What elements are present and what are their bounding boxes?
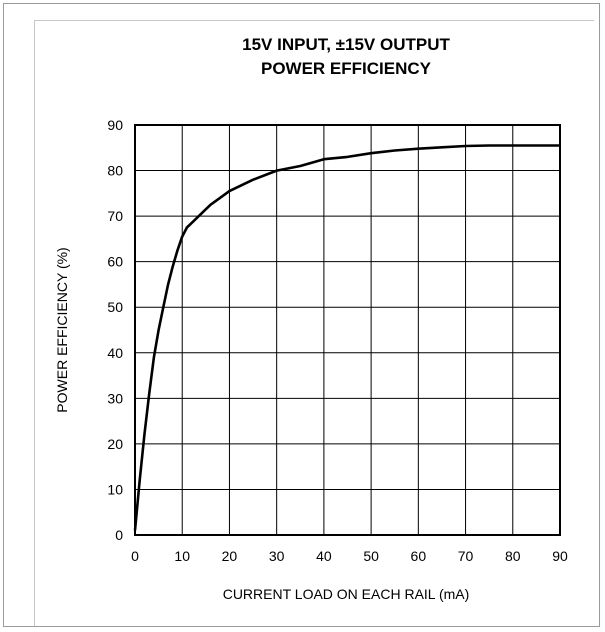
y-tick-label: 40: [107, 345, 123, 361]
x-tick-label: 70: [458, 548, 474, 564]
y-tick-label: 60: [107, 254, 123, 270]
x-tick-label: 10: [174, 548, 190, 564]
y-tick-label: 10: [107, 481, 123, 497]
y-tick-label: 80: [107, 163, 123, 179]
x-tick-label: 20: [222, 548, 238, 564]
x-tick-label: 30: [269, 548, 285, 564]
x-axis-label: CURRENT LOAD ON EACH RAIL (mA): [223, 586, 470, 602]
y-tick-label: 20: [107, 436, 123, 452]
x-tick-label: 60: [411, 548, 427, 564]
plot-area: [134, 124, 561, 536]
y-tick-label: 0: [115, 527, 123, 543]
efficiency-line: [133, 144, 560, 531]
chart-frame: [3, 3, 600, 627]
x-tick-label: 0: [131, 548, 139, 564]
x-tick-label: 80: [505, 548, 521, 564]
chart-subtitle: POWER EFFICIENCY: [261, 59, 432, 78]
x-tick-label: 40: [316, 548, 332, 564]
chart-title: 15V INPUT, ±15V OUTPUT: [242, 35, 450, 54]
x-tick-label: 50: [363, 548, 379, 564]
y-tick-labels: 0 10 20 30 40 50 60 70 80 90: [107, 117, 123, 543]
grid: [135, 125, 560, 535]
x-tick-label: 90: [552, 548, 568, 564]
y-tick-label: 50: [107, 299, 123, 315]
x-tick-labels: 0 10 20 30 40 50 60 70 80 90: [131, 548, 568, 564]
y-tick-label: 90: [107, 117, 123, 133]
y-axis-label: POWER EFFICIENCY (%): [54, 247, 70, 412]
chart-inner-border: [34, 20, 594, 626]
y-tick-label: 30: [107, 390, 123, 406]
y-tick-label: 70: [107, 208, 123, 224]
